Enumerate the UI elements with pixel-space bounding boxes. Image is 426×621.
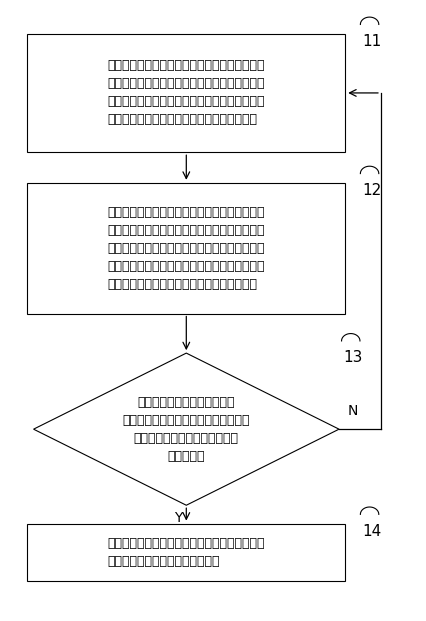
Text: 将高温度检测点对应的加热管的输出功率降低，
待加热管稳定工作后，再提高所有检测点对应的
加热管的输出功率；或者，将低温度检测点对应
的加热管的输出功率提高，待加: 将高温度检测点对应的加热管的输出功率降低， 待加热管稳定工作后，再提高所有检测点…: [107, 206, 265, 291]
Text: Y: Y: [173, 511, 182, 525]
Polygon shape: [34, 353, 338, 505]
FancyBboxPatch shape: [27, 34, 345, 152]
Text: 14: 14: [361, 524, 380, 538]
FancyBboxPatch shape: [27, 524, 345, 581]
Text: 获取工作区域中的基准点和若干检测点的温度，
并将若干检测点的温度与基准点的温度进行比较
，将温度高于基准点的检测点记作高温度检测点
，温度低于基准点的检测点记作: 获取工作区域中的基准点和若干检测点的温度， 并将若干检测点的温度与基准点的温度进…: [107, 60, 265, 127]
Text: 获取工作区域中基准点和若干
检测点的温度，并判断所有检测点的温
度与基准点的温度的差值是否在
允许范围内: 获取工作区域中基准点和若干 检测点的温度，并判断所有检测点的温 度与基准点的温度…: [122, 396, 250, 463]
Text: 11: 11: [361, 34, 380, 48]
Text: N: N: [347, 404, 357, 418]
Text: 当所有检测点的温度与基准点的温度的差值在允
许范围内时，校准完成，结束流程: 当所有检测点的温度与基准点的温度的差值在允 许范围内时，校准完成，结束流程: [107, 537, 265, 568]
Text: 12: 12: [361, 183, 380, 197]
FancyBboxPatch shape: [27, 183, 345, 314]
Text: 13: 13: [343, 350, 362, 365]
